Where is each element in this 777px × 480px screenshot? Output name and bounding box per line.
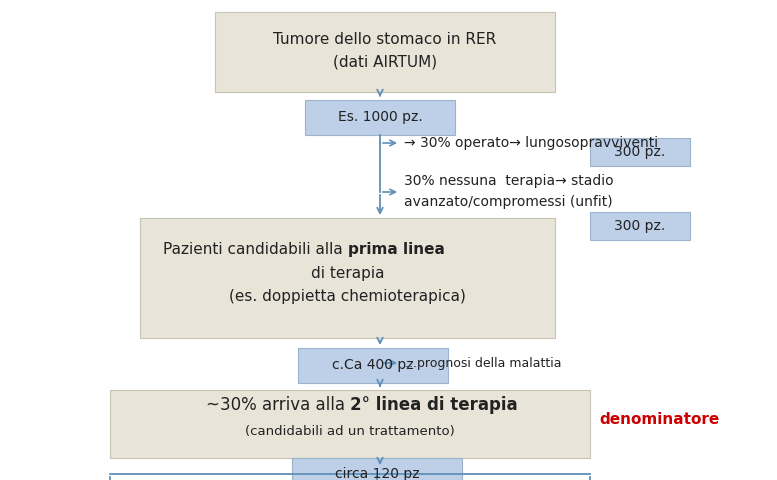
- FancyBboxPatch shape: [292, 458, 462, 480]
- Text: ~30% arriva alla: ~30% arriva alla: [206, 396, 350, 414]
- Text: 300 pz.: 300 pz.: [615, 219, 666, 233]
- FancyBboxPatch shape: [110, 390, 590, 458]
- Text: 30% nessuna  terapia→ stadio: 30% nessuna terapia→ stadio: [404, 174, 614, 189]
- Text: c.Ca 400 pz: c.Ca 400 pz: [333, 359, 414, 372]
- Text: Pazienti candidabili alla: Pazienti candidabili alla: [163, 242, 347, 257]
- Text: 2° linea di terapia: 2° linea di terapia: [350, 396, 517, 414]
- FancyBboxPatch shape: [590, 212, 690, 240]
- FancyBboxPatch shape: [140, 218, 555, 338]
- Text: ...prognosi della malattia: ...prognosi della malattia: [405, 357, 562, 370]
- Text: prima linea: prima linea: [347, 242, 444, 257]
- Text: 300 pz.: 300 pz.: [615, 145, 666, 159]
- Text: (candidabili ad un trattamento): (candidabili ad un trattamento): [245, 425, 455, 438]
- FancyBboxPatch shape: [298, 348, 448, 383]
- Text: avanzato/compromessi (unfit): avanzato/compromessi (unfit): [404, 194, 612, 209]
- FancyBboxPatch shape: [215, 12, 555, 92]
- FancyBboxPatch shape: [590, 138, 690, 166]
- Text: denominatore: denominatore: [600, 412, 720, 428]
- Text: di terapia: di terapia: [311, 266, 385, 281]
- Text: circa 120 pz: circa 120 pz: [335, 467, 420, 480]
- FancyBboxPatch shape: [305, 100, 455, 135]
- Text: → 30% operato→ lungosopravviventi: → 30% operato→ lungosopravviventi: [404, 136, 658, 150]
- Text: (es. doppietta chemioterapica): (es. doppietta chemioterapica): [229, 289, 466, 304]
- Text: (dati AIRTUM): (dati AIRTUM): [333, 54, 437, 69]
- Text: Es. 1000 pz.: Es. 1000 pz.: [338, 110, 423, 124]
- Text: Tumore dello stomaco in RER: Tumore dello stomaco in RER: [274, 33, 497, 48]
